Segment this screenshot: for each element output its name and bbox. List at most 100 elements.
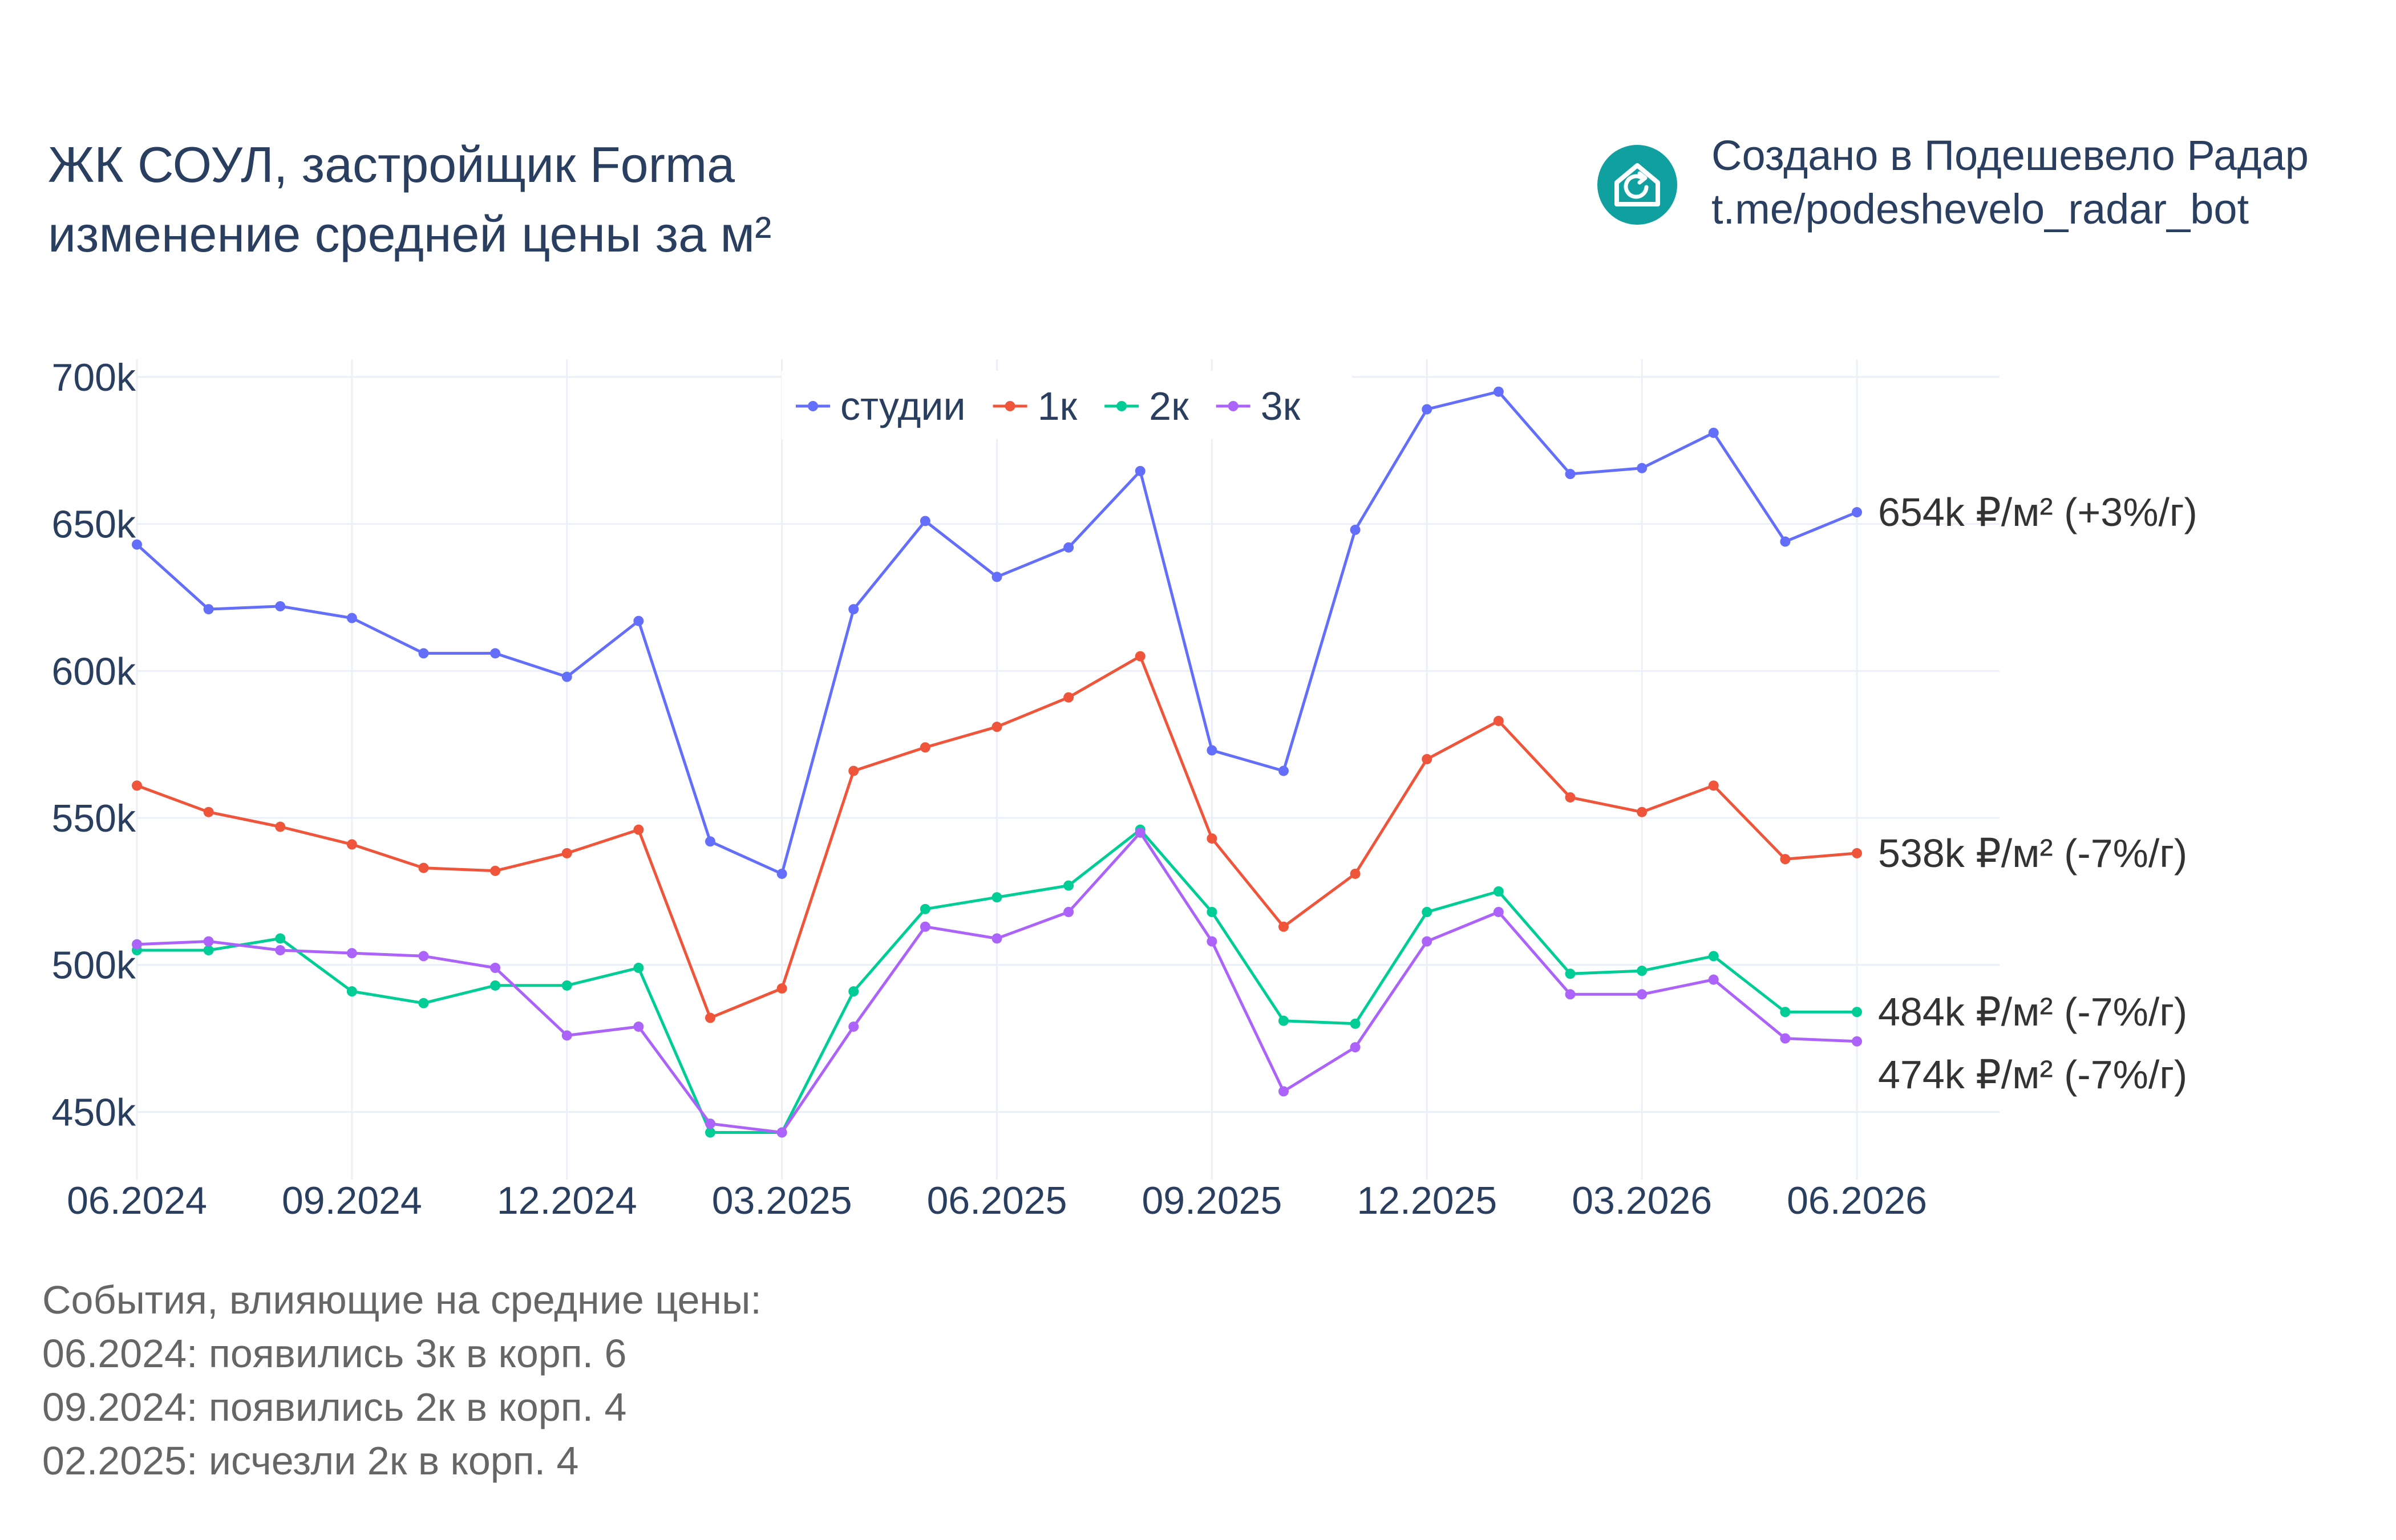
data-point xyxy=(920,921,930,932)
legend-label: 2к xyxy=(1149,384,1189,428)
data-point xyxy=(1493,906,1504,917)
data-point xyxy=(991,722,1002,732)
x-tick-label: 06.2026 xyxy=(1787,1179,1927,1222)
data-point xyxy=(848,765,859,776)
legend-swatch-marker xyxy=(1116,401,1127,411)
x-tick-label: 12.2025 xyxy=(1357,1179,1497,1222)
data-point xyxy=(132,780,142,791)
x-tick-label: 06.2024 xyxy=(67,1179,207,1222)
data-point xyxy=(1135,827,1146,838)
data-point xyxy=(418,998,429,1008)
x-tick-label: 12.2024 xyxy=(497,1179,637,1222)
events-heading: События, влияющие на средние цены: xyxy=(42,1278,762,1322)
end-labels: 654k ₽/м² (+3%/г) 538k ₽/м² (-7%/г) 484k ₽… xyxy=(1878,490,2197,1097)
data-point xyxy=(633,1021,644,1032)
y-tick-label: 650k xyxy=(52,503,136,546)
y-tick-label: 700k xyxy=(52,356,136,399)
data-point xyxy=(1207,833,1217,844)
data-point xyxy=(1063,906,1074,917)
data-point xyxy=(1063,692,1074,703)
data-point xyxy=(920,903,930,914)
legend-label: 3к xyxy=(1261,384,1301,428)
end-value-label: 538k ₽/м² (-7%/г) xyxy=(1878,831,2187,876)
data-point xyxy=(705,1012,715,1023)
event-item: 02.2025: исчезли 2к в корп. 4 xyxy=(42,1438,579,1483)
data-point xyxy=(920,516,930,526)
data-point xyxy=(991,572,1002,582)
data-point xyxy=(490,980,501,991)
event-item: 06.2024: появились 3к в корп. 6 xyxy=(42,1331,627,1376)
y-tick-label: 550k xyxy=(52,797,136,840)
data-point xyxy=(418,951,429,962)
data-point xyxy=(1278,1015,1289,1026)
data-point xyxy=(848,1021,859,1032)
legend-background xyxy=(782,371,1352,439)
data-point xyxy=(1852,1007,1862,1018)
data-point xyxy=(991,933,1002,944)
data-point xyxy=(705,836,715,847)
data-point xyxy=(1493,715,1504,726)
data-point xyxy=(1852,1036,1862,1047)
data-point xyxy=(920,742,930,753)
data-point xyxy=(132,539,142,550)
events-note: События, влияющие на средние цены: 06.20… xyxy=(42,1273,762,1488)
event-item: 09.2024: появились 2к в корп. 4 xyxy=(42,1385,627,1429)
legend-swatch-marker xyxy=(1005,401,1015,411)
data-point xyxy=(1207,906,1217,917)
data-point xyxy=(203,936,214,947)
house-refresh-icon xyxy=(1597,145,1677,225)
data-point xyxy=(1565,792,1576,803)
data-point xyxy=(275,601,286,611)
end-value-label: 474k ₽/м² (-7%/г) xyxy=(1878,1052,2187,1097)
data-point xyxy=(1207,745,1217,756)
data-point xyxy=(561,1030,572,1041)
y-tick-label: 450k xyxy=(52,1091,136,1134)
title-line-1: ЖК СОУЛ, застройщик Forma xyxy=(48,136,735,193)
data-point xyxy=(275,821,286,832)
data-point xyxy=(1278,1086,1289,1097)
brand-credit: Создано в Подешевело Радар t.me/podeshev… xyxy=(1711,129,2309,236)
data-point xyxy=(1135,651,1146,662)
x-tick-label: 09.2025 xyxy=(1142,1179,1282,1222)
data-point xyxy=(1350,1018,1361,1029)
data-point xyxy=(203,807,214,817)
data-point xyxy=(776,983,787,994)
data-point xyxy=(346,948,357,959)
data-point xyxy=(1278,921,1289,932)
data-point xyxy=(275,933,286,944)
legend-label: 1к xyxy=(1038,384,1078,428)
data-point xyxy=(991,892,1002,903)
x-tick-label: 09.2024 xyxy=(282,1179,422,1222)
data-point xyxy=(561,671,572,682)
data-point xyxy=(490,865,501,876)
legend: студии 1к 2к 3к xyxy=(782,371,1352,439)
data-point xyxy=(1565,968,1576,979)
data-point xyxy=(1278,765,1289,776)
chart-title: ЖК СОУЛ, застройщик Forma изменение сред… xyxy=(48,130,771,269)
data-point xyxy=(1780,1007,1791,1018)
data-point xyxy=(776,1127,787,1138)
data-point xyxy=(633,824,644,835)
data-point xyxy=(1422,404,1432,415)
y-tick-label: 600k xyxy=(52,650,136,693)
data-point xyxy=(1063,542,1074,553)
data-point xyxy=(561,980,572,991)
data-point xyxy=(1852,507,1862,518)
data-point xyxy=(490,962,501,973)
data-point xyxy=(705,1127,715,1138)
y-tick-label: 500k xyxy=(52,944,136,987)
legend-swatch-marker xyxy=(1228,401,1239,411)
data-point xyxy=(346,613,357,623)
title-line-2: изменение средней цены за м² xyxy=(48,206,772,262)
data-point xyxy=(1422,936,1432,947)
data-point xyxy=(132,939,142,950)
data-point xyxy=(561,848,572,858)
brand-link[interactable]: t.me/podeshevelo_radar_bot xyxy=(1711,185,2249,233)
x-tick-label: 06.2025 xyxy=(927,1179,1067,1222)
data-point xyxy=(1637,807,1648,817)
data-point xyxy=(418,648,429,659)
data-point xyxy=(776,868,787,879)
data-point xyxy=(346,839,357,850)
data-point xyxy=(1207,936,1217,947)
axis-labels: 450k 500k 550k 600k 650k 700k 06.2024 09.2024 12… xyxy=(52,356,1927,1222)
